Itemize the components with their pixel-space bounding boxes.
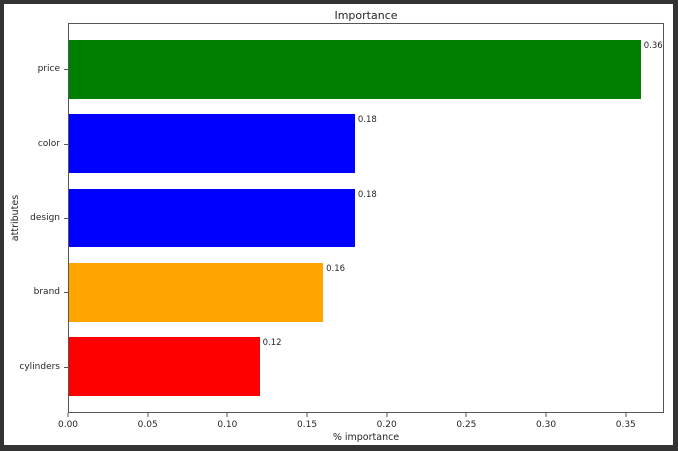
band-cylinders: cylinders 0.12 <box>19 330 663 404</box>
bar-color: 0.18 <box>69 114 377 173</box>
y-tick-label-cylinders: cylinders <box>19 361 60 372</box>
x-tick-mark <box>465 413 467 417</box>
x-tick-label-0.35: 0.35 <box>615 420 636 430</box>
x-axis-ticks: 0.00 0.05 0.10 0.15 0.20 0.25 0.30 0.35 <box>58 412 664 442</box>
x-axis-label: % importance <box>332 432 400 443</box>
x-tick-mark <box>625 413 627 417</box>
y-axis-label: attributes <box>10 194 21 242</box>
x-tick-mark <box>226 413 228 417</box>
bar-cylinders: 0.12 <box>69 337 282 397</box>
y-tick-mark <box>64 292 68 294</box>
x-tick-label-0.20: 0.20 <box>376 420 397 430</box>
y-tick-mark <box>64 366 68 368</box>
x-tick-mark <box>306 413 308 417</box>
value-label-color: 0.18 <box>357 115 377 126</box>
plot-area: price 0.36 color 0.18 design 0.18 brand 0.16 cyl… <box>19 23 664 443</box>
band-price: price 0.36 <box>38 32 663 106</box>
value-label-cylinders: 0.12 <box>262 338 282 349</box>
x-tick-mark <box>67 413 69 417</box>
y-tick-mark <box>64 143 68 145</box>
y-tick-mark <box>64 218 68 220</box>
bar-price: 0.36 <box>69 39 663 99</box>
bar-brand: 0.16 <box>69 263 345 322</box>
x-tick-mark <box>386 413 388 417</box>
value-label-brand: 0.16 <box>326 264 346 275</box>
x-tick-label-0.15: 0.15 <box>297 420 318 430</box>
value-label-design: 0.18 <box>357 189 377 200</box>
band-design: design 0.18 <box>30 181 663 255</box>
y-tick-label-brand: brand <box>33 287 60 298</box>
bar-design: 0.18 <box>69 188 377 248</box>
y-tick-mark <box>64 69 68 71</box>
x-tick-label-0.00: 0.00 <box>57 420 79 430</box>
value-label-price: 0.36 <box>643 40 663 51</box>
bands: price 0.36 color 0.18 design 0.18 brand 0.16 cyl… <box>19 32 663 404</box>
y-tick-label-design: design <box>30 213 60 224</box>
x-tick-mark <box>147 413 149 417</box>
x-tick-label-0.25: 0.25 <box>456 420 477 430</box>
band-color: color 0.18 <box>38 106 663 180</box>
x-tick-label-0.30: 0.30 <box>536 420 557 430</box>
x-tick-label-0.10: 0.10 <box>217 420 238 430</box>
chart-title: Importance <box>334 9 398 22</box>
y-tick-label-color: color <box>37 138 60 149</box>
x-tick-label-0.05: 0.05 <box>137 420 158 430</box>
band-brand: brand 0.16 <box>34 255 663 329</box>
y-tick-label-price: price <box>37 64 60 75</box>
x-tick-mark <box>545 413 547 417</box>
